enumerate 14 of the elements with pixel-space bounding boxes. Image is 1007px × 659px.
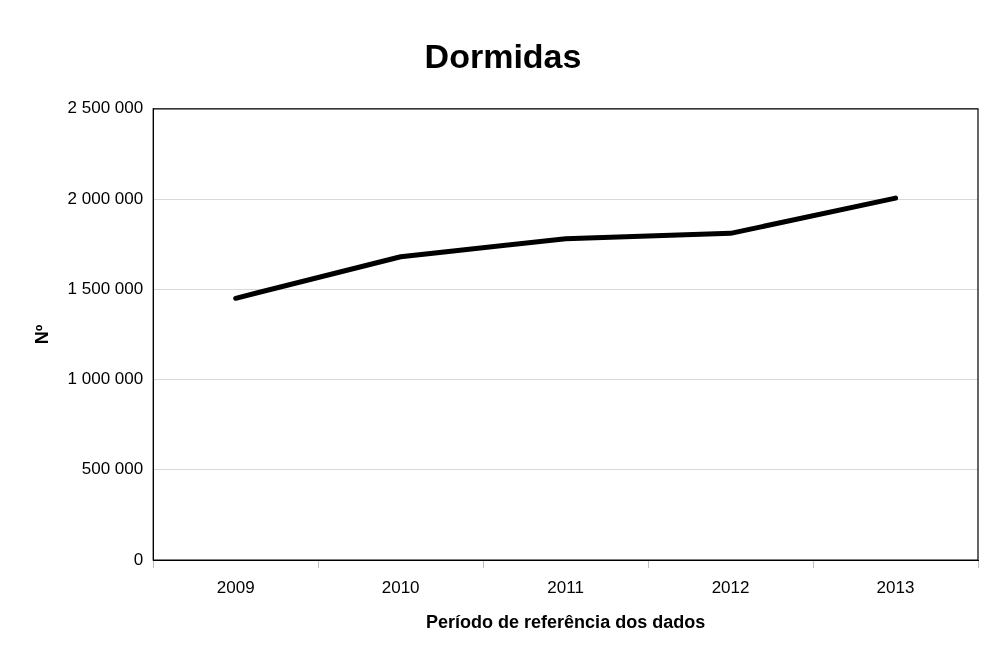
y-tick-label: 1 500 000 (67, 278, 144, 298)
y-tick-label: 2 000 000 (67, 188, 144, 208)
x-tick-label: 2013 (876, 577, 915, 597)
y-tick-label: 1 000 000 (67, 369, 144, 389)
x-tick-label: 2011 (547, 577, 584, 597)
chart-title: Dormidas (424, 36, 582, 75)
x-tick-label: 2009 (216, 577, 255, 597)
y-tick-label: 2 500 000 (67, 98, 144, 118)
x-axis-title: Período de referência dos dados (426, 612, 706, 633)
x-tick-label: 2012 (711, 577, 750, 597)
y-tick-label: 500 000 (81, 459, 144, 479)
x-tick-label: 2010 (381, 577, 420, 597)
y-axis-title: Nº (31, 324, 52, 345)
y-tick-label: 0 (133, 549, 144, 569)
